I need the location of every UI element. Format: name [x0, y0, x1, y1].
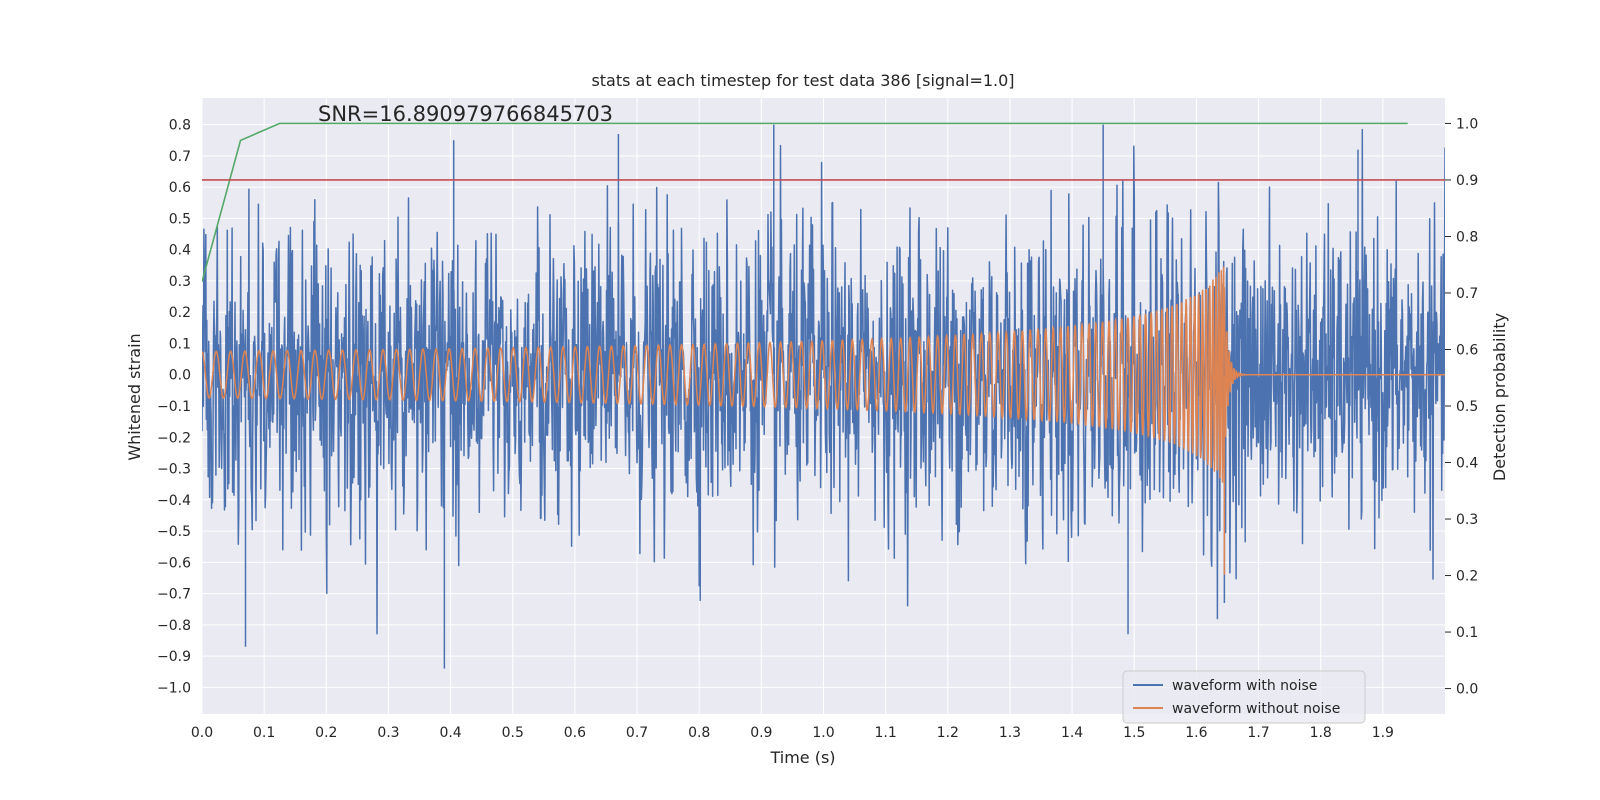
legend-label-clean: waveform without noise [1172, 701, 1340, 717]
y2-tick-label: 0.5 [1456, 399, 1478, 415]
x-tick-label: 0.3 [377, 725, 399, 741]
legend-label-noisy: waveform with noise [1172, 678, 1317, 694]
y2-axis-label: Detection probability [1490, 313, 1509, 481]
x-tick-label: 1.7 [1247, 725, 1269, 741]
x-tick-label: 1.2 [937, 725, 959, 741]
x-tick-label: 0.2 [315, 725, 337, 741]
y-tick-label: −0.3 [157, 462, 191, 478]
y-tick-label: 0.5 [169, 211, 191, 227]
y-tick-label: −0.5 [157, 524, 191, 540]
y-tick-label: 0.1 [169, 336, 191, 352]
x-tick-label: 1.3 [999, 725, 1021, 741]
series-waveform-with-noise [202, 128, 1445, 635]
x-tick-label: 1.4 [1061, 725, 1083, 741]
y-tick-label: 0.3 [169, 274, 191, 290]
y2-tick-label: 0.7 [1456, 286, 1478, 302]
x-tick-label: 1.5 [1123, 725, 1145, 741]
chart-title: stats at each timestep for test data 386… [591, 71, 1014, 90]
y-tick-label: −0.6 [157, 555, 191, 571]
series-detection-probability [202, 122, 1408, 282]
x-tick-label: 1.0 [812, 725, 834, 741]
y-tick-label: 0.2 [169, 305, 191, 321]
x-tick-label: 0.7 [626, 725, 648, 741]
snr-annotation: SNR=16.890979766845703 [318, 102, 613, 126]
legend: waveform with noise waveform without noi… [1122, 670, 1366, 724]
y2-tick-label: 1.0 [1456, 116, 1478, 132]
y-tick-label: −1.0 [157, 680, 191, 696]
series-layer [202, 122, 1445, 669]
y-tick-label: −0.9 [157, 649, 191, 665]
series-waveform-without-noise [202, 266, 1445, 483]
x-tick-label: 0.8 [688, 725, 710, 741]
y2-tick-label: 0.9 [1456, 173, 1478, 189]
y-tick-label: 0.0 [169, 368, 191, 384]
y-tick-label: 0.7 [169, 149, 191, 165]
x-tick-label: 0.1 [253, 725, 275, 741]
y-tick-label: −0.2 [157, 430, 191, 446]
y-tick-label: −0.7 [157, 587, 191, 603]
x-axis-label: Time (s) [769, 748, 835, 767]
legend-frame [1122, 670, 1366, 724]
y2-tick-label: 0.0 [1456, 682, 1478, 698]
x-tick-label: 1.9 [1372, 725, 1394, 741]
x-tick-label: 0.5 [502, 725, 524, 741]
ticks: 0.0 0.1 0.2 0.3 0.4 0.5 0.6 0.7 0.8 0.9 1.0 1.1 1.2 1… [157, 116, 1478, 741]
y2-tick-label: 0.2 [1456, 569, 1478, 585]
y2-tick-label: 0.3 [1456, 512, 1478, 528]
x-tick-label: 1.6 [1185, 725, 1207, 741]
y-tick-label: 0.8 [169, 118, 191, 134]
x-tick-label: 1.1 [875, 725, 897, 741]
y2-tick-label: 0.8 [1456, 229, 1478, 245]
y2-tick-label: 0.4 [1456, 456, 1478, 472]
x-tick-label: 0.9 [750, 725, 772, 741]
x-tick-label: 1.8 [1310, 725, 1332, 741]
y-tick-label: −0.1 [157, 399, 191, 415]
y-tick-label: 0.4 [169, 243, 191, 259]
x-tick-label: 0.6 [564, 725, 586, 741]
y-tick-label: 0.6 [169, 180, 191, 196]
y-axis-label: Whitened strain [125, 333, 144, 460]
y-tick-label: −0.4 [157, 493, 191, 509]
y2-tick-label: 0.6 [1456, 342, 1478, 358]
x-tick-label: 0.0 [191, 725, 213, 741]
y2-tick-label: 0.1 [1456, 625, 1478, 641]
x-tick-label: 0.4 [439, 725, 461, 741]
y-tick-label: −0.8 [157, 618, 191, 634]
